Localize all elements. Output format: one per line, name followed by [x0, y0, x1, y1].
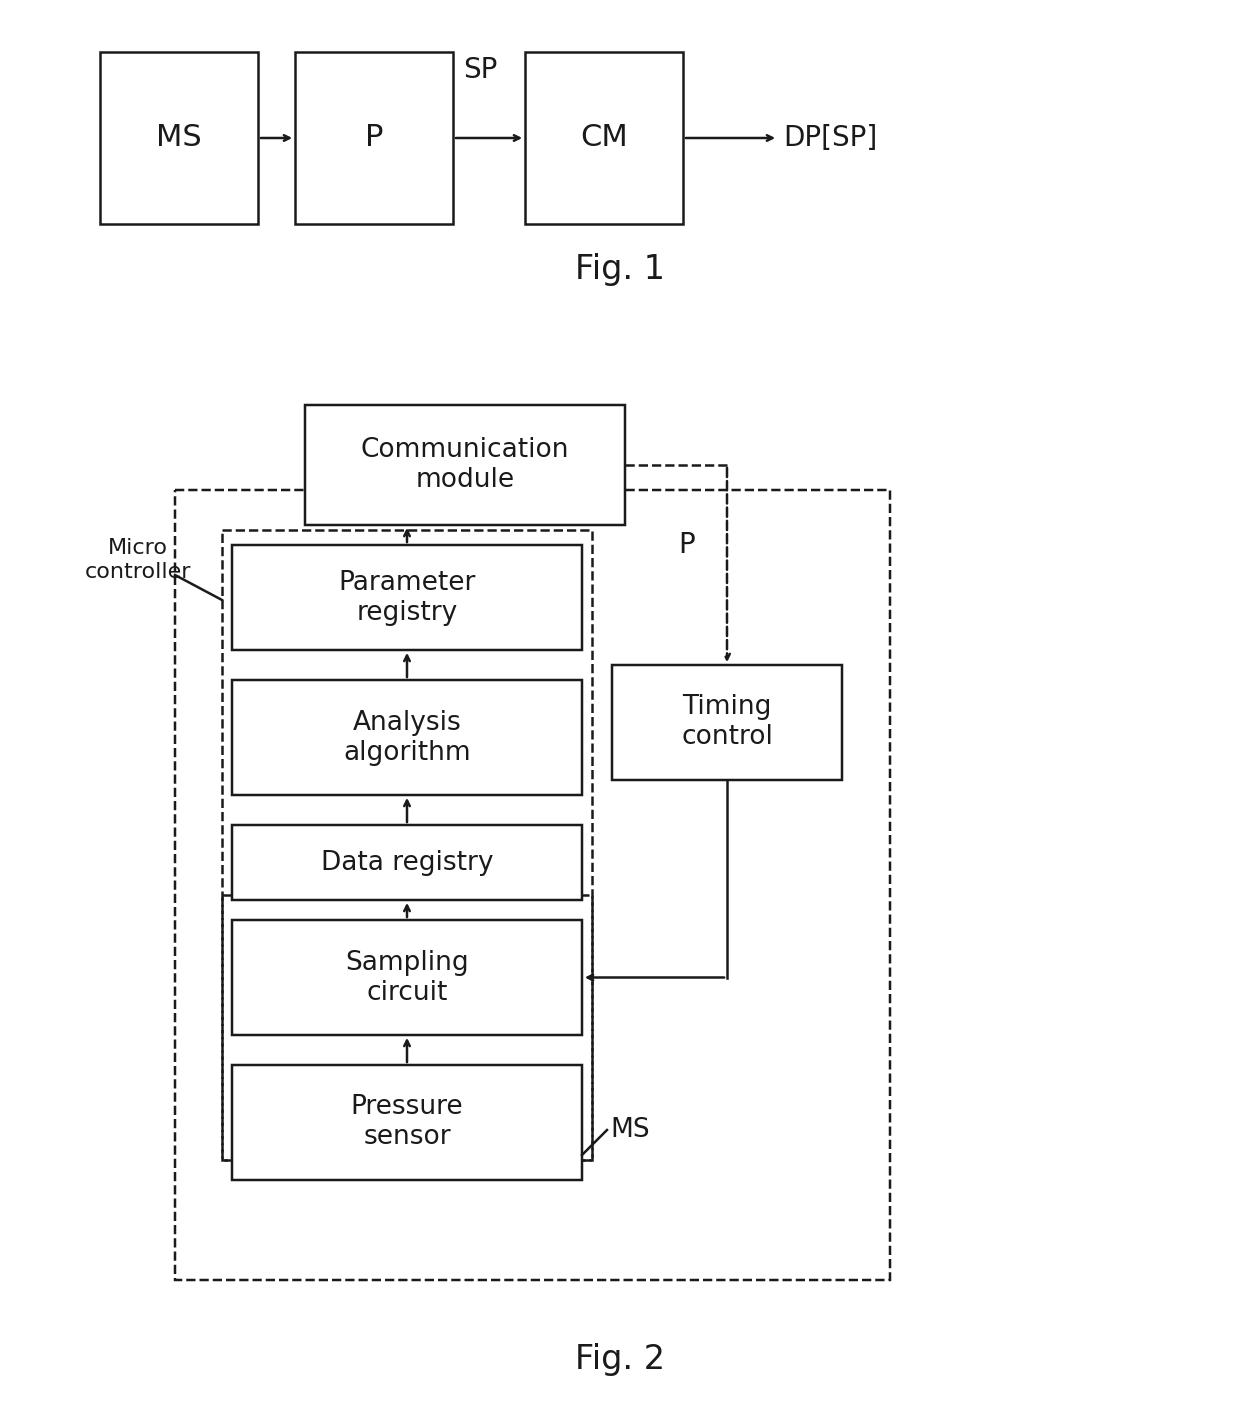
Text: Sampling
circuit: Sampling circuit: [345, 950, 469, 1005]
Text: Fig. 2: Fig. 2: [575, 1343, 665, 1376]
Bar: [222, 530, 591, 1159]
Text: Pressure
sensor: Pressure sensor: [351, 1095, 464, 1151]
Text: P: P: [365, 124, 383, 153]
FancyBboxPatch shape: [305, 405, 625, 525]
FancyBboxPatch shape: [613, 665, 842, 780]
Text: MS: MS: [156, 124, 202, 153]
Text: Fig. 1: Fig. 1: [575, 254, 665, 287]
Text: Micro
controller: Micro controller: [84, 539, 191, 582]
Text: DP[SP]: DP[SP]: [782, 124, 877, 153]
FancyBboxPatch shape: [232, 1065, 582, 1179]
Bar: [525, 51, 683, 224]
FancyBboxPatch shape: [232, 920, 582, 1035]
Text: Data registry: Data registry: [321, 850, 494, 876]
FancyBboxPatch shape: [232, 545, 582, 650]
FancyBboxPatch shape: [232, 680, 582, 796]
Text: MS: MS: [610, 1117, 650, 1144]
Text: P: P: [678, 530, 694, 559]
Bar: [222, 896, 591, 1159]
Text: CM: CM: [580, 124, 627, 153]
Bar: [100, 51, 258, 224]
FancyBboxPatch shape: [232, 826, 582, 900]
Bar: [295, 51, 453, 224]
Text: Timing
control: Timing control: [681, 694, 773, 750]
Text: SP: SP: [463, 56, 497, 84]
Text: Parameter
registry: Parameter registry: [339, 569, 476, 626]
Text: Analysis
algorithm: Analysis algorithm: [343, 710, 471, 766]
Text: Communication
module: Communication module: [361, 436, 569, 493]
